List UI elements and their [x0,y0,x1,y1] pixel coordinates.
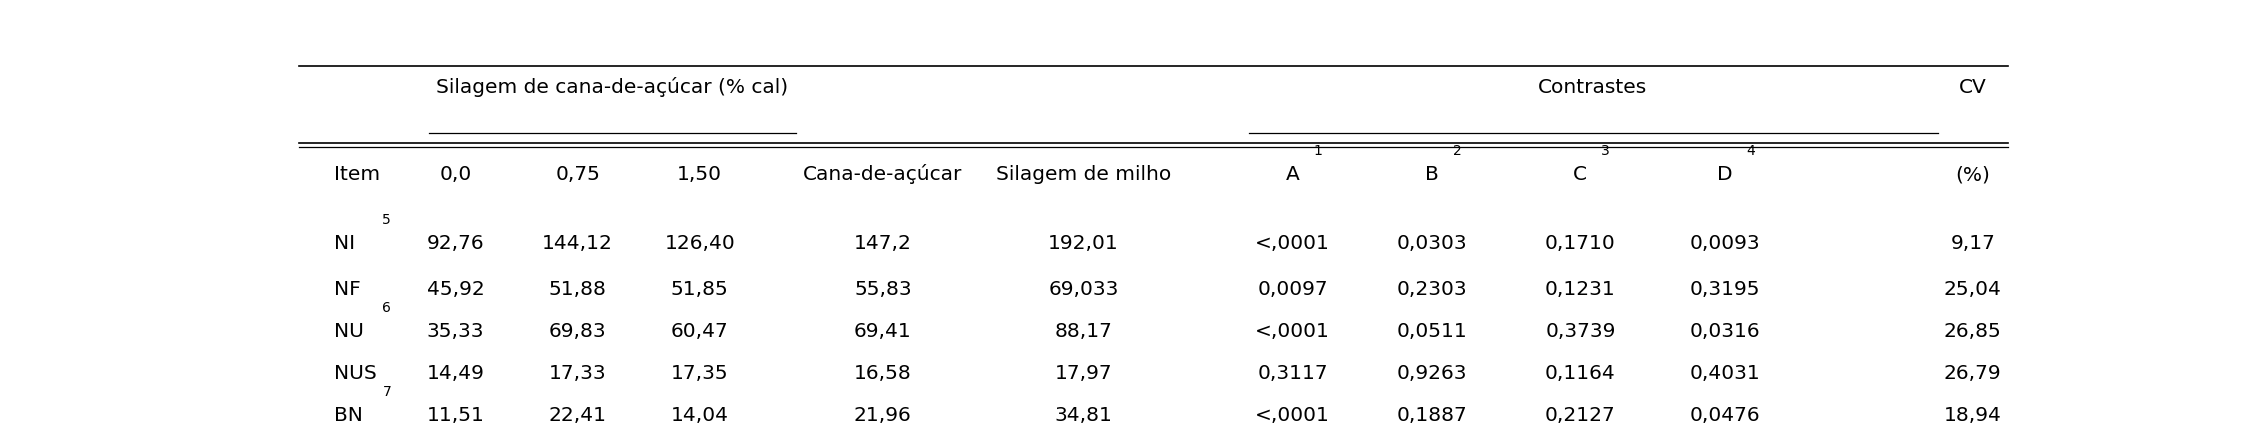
Text: 0,0303: 0,0303 [1397,234,1467,253]
Text: 0,1164: 0,1164 [1546,364,1616,383]
Text: <,0001: <,0001 [1256,406,1330,425]
Text: 0,3195: 0,3195 [1690,280,1760,299]
Text: 0,0316: 0,0316 [1690,322,1760,341]
Text: 88,17: 88,17 [1055,322,1112,341]
Text: 3: 3 [1602,144,1611,158]
Text: Silagem de milho: Silagem de milho [997,165,1170,184]
Text: NU: NU [333,322,364,341]
Text: NI: NI [333,234,356,253]
Text: 192,01: 192,01 [1048,234,1118,253]
Text: 51,88: 51,88 [549,280,608,299]
Text: 51,85: 51,85 [670,280,729,299]
Text: 14,04: 14,04 [670,406,729,425]
Text: 14,49: 14,49 [428,364,484,383]
Text: 0,1710: 0,1710 [1546,234,1616,253]
Text: 0,0093: 0,0093 [1690,234,1760,253]
Text: 60,47: 60,47 [670,322,729,341]
Text: 69,033: 69,033 [1048,280,1118,299]
Text: 0,2127: 0,2127 [1546,406,1616,425]
Text: D: D [1717,165,1732,184]
Text: 0,2303: 0,2303 [1397,280,1467,299]
Text: 11,51: 11,51 [428,406,484,425]
Text: 126,40: 126,40 [664,234,736,253]
Text: <,0001: <,0001 [1256,322,1330,341]
Text: 5: 5 [382,213,391,227]
Text: 69,83: 69,83 [549,322,608,341]
Text: 0,75: 0,75 [556,165,601,184]
Text: NUS: NUS [333,364,376,383]
Text: BN: BN [333,406,362,425]
Text: 16,58: 16,58 [855,364,911,383]
Text: 2: 2 [1454,144,1462,158]
Text: 0,0511: 0,0511 [1397,322,1467,341]
Text: CV: CV [1960,78,1987,97]
Text: 1: 1 [1314,144,1323,158]
Text: 0,4031: 0,4031 [1690,364,1760,383]
Text: 22,41: 22,41 [549,406,608,425]
Text: 0,3117: 0,3117 [1258,364,1328,383]
Text: 17,97: 17,97 [1055,364,1112,383]
Text: 34,81: 34,81 [1055,406,1112,425]
Text: 69,41: 69,41 [855,322,911,341]
Text: A: A [1285,165,1300,184]
Text: 0,9263: 0,9263 [1397,364,1467,383]
Text: 25,04: 25,04 [1944,280,2002,299]
Text: Item: Item [333,165,380,184]
Text: Silagem de cana-de-açúcar (% cal): Silagem de cana-de-açúcar (% cal) [436,77,790,97]
Text: 0,0: 0,0 [439,165,472,184]
Text: 7: 7 [382,385,391,399]
Text: 4: 4 [1746,144,1755,158]
Text: 9,17: 9,17 [1951,234,1996,253]
Text: 0,3739: 0,3739 [1546,322,1616,341]
Text: 17,35: 17,35 [670,364,729,383]
Text: Cana-de-açúcar: Cana-de-açúcar [803,164,963,184]
Text: 26,85: 26,85 [1944,322,2002,341]
Text: 17,33: 17,33 [549,364,608,383]
Text: 35,33: 35,33 [428,322,484,341]
Text: 0,1231: 0,1231 [1546,280,1616,299]
Text: B: B [1424,165,1440,184]
Text: Contrastes: Contrastes [1539,78,1647,97]
Text: 0,1887: 0,1887 [1397,406,1467,425]
Text: <,0001: <,0001 [1256,234,1330,253]
Text: C: C [1573,165,1586,184]
Text: 147,2: 147,2 [855,234,911,253]
Text: 26,79: 26,79 [1944,364,2002,383]
Text: 144,12: 144,12 [542,234,612,253]
Text: (%): (%) [1955,165,1991,184]
Text: 92,76: 92,76 [428,234,484,253]
Text: NF: NF [333,280,360,299]
Text: 0,0476: 0,0476 [1690,406,1760,425]
Text: 18,94: 18,94 [1944,406,2002,425]
Text: 45,92: 45,92 [428,280,484,299]
Text: 21,96: 21,96 [855,406,911,425]
Text: 6: 6 [382,301,391,315]
Text: 1,50: 1,50 [677,165,722,184]
Text: 0,0097: 0,0097 [1258,280,1328,299]
Text: 55,83: 55,83 [855,280,911,299]
